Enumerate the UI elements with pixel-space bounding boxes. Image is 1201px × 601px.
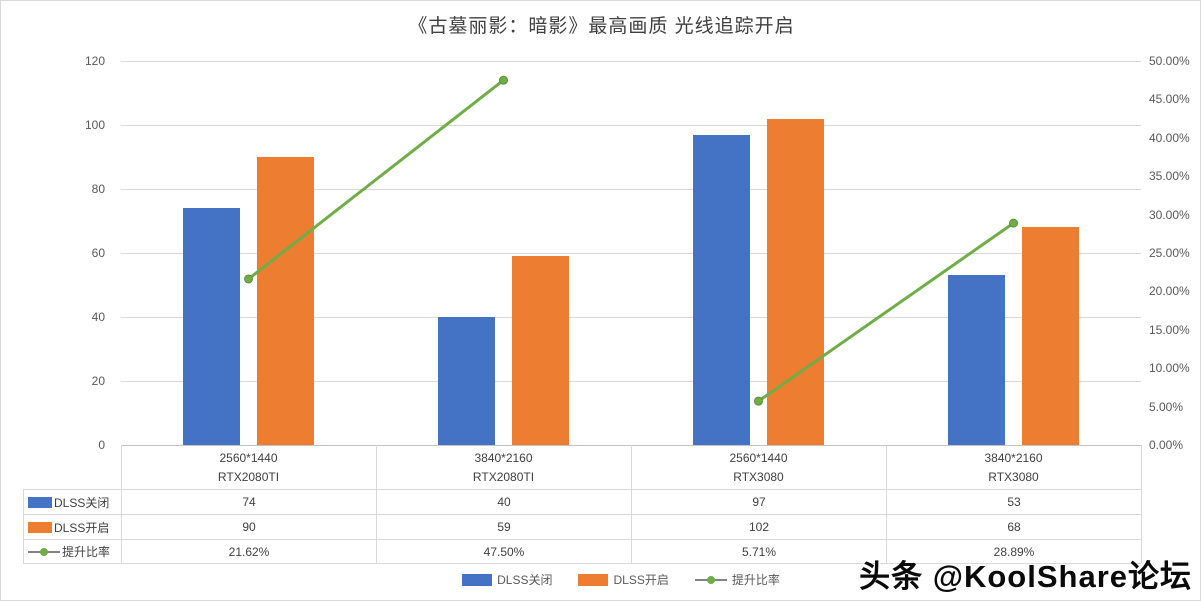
table-cell-DLSS开启-2: 102 <box>748 520 770 534</box>
table-border <box>121 445 122 563</box>
category-resolution: 2560*1440 <box>219 451 278 465</box>
row-header-提升比率: 提升比率 <box>24 540 121 563</box>
row-header-DLSS开启: DLSS开启 <box>24 515 121 539</box>
left-axis-tick: 80 <box>91 182 105 196</box>
row-header-DLSS关闭: DLSS关闭 <box>24 490 121 514</box>
table-border <box>23 563 1141 564</box>
gridline <box>121 316 1141 318</box>
left-axis-tick: 0 <box>98 438 105 452</box>
bar-DLSS关闭-1 <box>438 317 495 445</box>
right-axis-tick: 15.00% <box>1149 322 1190 337</box>
left-axis-tick: 40 <box>91 310 105 324</box>
legend-label: DLSS关闭 <box>497 573 553 587</box>
category-gpu: RTX3080 <box>733 470 784 484</box>
legend-item-dlss-off: DLSS关闭 <box>462 571 552 588</box>
left-axis-tick: 100 <box>84 118 105 132</box>
right-axis-tick: 30.00% <box>1149 207 1190 222</box>
table-border <box>23 539 1141 540</box>
category-resolution: 3840*2160 <box>474 451 533 465</box>
bar-DLSS开启-3 <box>1022 227 1079 445</box>
table-cell-提升比率-0: 21.62% <box>228 544 270 559</box>
line-marker-icon <box>28 546 60 557</box>
row-header-label: 提升比率 <box>62 545 111 559</box>
bar-DLSS关闭-0 <box>183 208 240 445</box>
legend-label: DLSS开启 <box>613 573 669 587</box>
chart-legend: DLSS关闭 DLSS开启 提升比率 <box>1 571 1200 588</box>
table-border <box>23 489 1141 490</box>
row-header-label: DLSS开启 <box>54 520 110 535</box>
table-cell-DLSS关闭-3: 53 <box>1007 495 1021 509</box>
table-border <box>1141 445 1142 563</box>
gridline <box>121 60 1141 62</box>
right-axis-tick: 10.00% <box>1149 361 1190 376</box>
table-cell-提升比率-2: 5.71% <box>741 544 777 559</box>
right-axis-tick: 0.00% <box>1149 438 1184 452</box>
legend-item-dlss-on: DLSS开启 <box>578 571 669 588</box>
category-resolution: 2560*1440 <box>729 451 788 465</box>
blue-swatch-icon <box>28 496 52 508</box>
table-border <box>23 514 1141 515</box>
category-header-2: 2560*1440 RTX3080 <box>631 446 886 489</box>
table-cell-提升比率-3: 28.89% <box>993 544 1035 559</box>
left-axis-tick: 60 <box>91 246 105 260</box>
chart-title: 《古墓丽影：暗影》最高画质 光线追踪开启 <box>408 16 795 37</box>
table-cell-DLSS关闭-0: 74 <box>242 495 256 509</box>
right-axis-tick: 45.00% <box>1149 92 1190 107</box>
table-cell-DLSS开启-0: 90 <box>242 520 256 534</box>
table-cell-DLSS关闭-2: 97 <box>752 495 766 509</box>
table-border <box>886 445 887 563</box>
gridline <box>121 380 1141 382</box>
legend-item-ratio: 提升比率 <box>694 571 780 588</box>
right-axis-tick: 20.00% <box>1149 284 1190 299</box>
category-gpu: RTX2080TI <box>217 470 280 484</box>
right-axis-tick: 35.00% <box>1149 169 1190 184</box>
table-border <box>631 445 632 563</box>
gridline <box>121 252 1141 254</box>
gridline <box>121 124 1141 126</box>
table-cell-DLSS关闭-1: 40 <box>497 495 511 509</box>
koolshare-watermark: 头条 @KoolShare论坛 <box>859 559 1192 594</box>
category-gpu: RTX2080TI <box>472 470 535 484</box>
left-axis-tick: 120 <box>84 54 105 68</box>
orange-swatch-icon <box>28 521 52 533</box>
table-cell-提升比率-1: 47.50% <box>483 544 525 559</box>
orange-swatch-icon <box>578 573 609 586</box>
table-border <box>23 489 24 563</box>
right-axis-tick: 25.00% <box>1149 246 1190 260</box>
right-axis-tick: 40.00% <box>1149 130 1190 145</box>
category-header-0: 2560*1440 RTX2080TI <box>121 446 376 489</box>
category-header-3: 3840*2160 RTX3080 <box>886 446 1141 489</box>
category-resolution: 3840*2160 <box>984 451 1043 465</box>
right-axis-tick: 50.00% <box>1149 54 1190 68</box>
category-gpu: RTX3080 <box>988 470 1039 484</box>
left-axis-tick: 20 <box>91 374 105 388</box>
blue-swatch-icon <box>462 573 493 586</box>
bar-DLSS开启-1 <box>512 256 569 445</box>
row-header-label: DLSS关闭 <box>54 495 110 510</box>
right-axis-tick: 5.00% <box>1149 399 1184 414</box>
table-cell-DLSS开启-3: 68 <box>1007 520 1021 534</box>
table-border <box>376 445 377 563</box>
line-marker-icon <box>694 574 727 585</box>
category-header-1: 3840*2160 RTX2080TI <box>376 446 631 489</box>
legend-label: 提升比率 <box>731 573 780 587</box>
bar-DLSS关闭-2 <box>693 134 750 445</box>
table-cell-DLSS开启-1: 59 <box>497 520 511 534</box>
gridline <box>121 188 1141 190</box>
